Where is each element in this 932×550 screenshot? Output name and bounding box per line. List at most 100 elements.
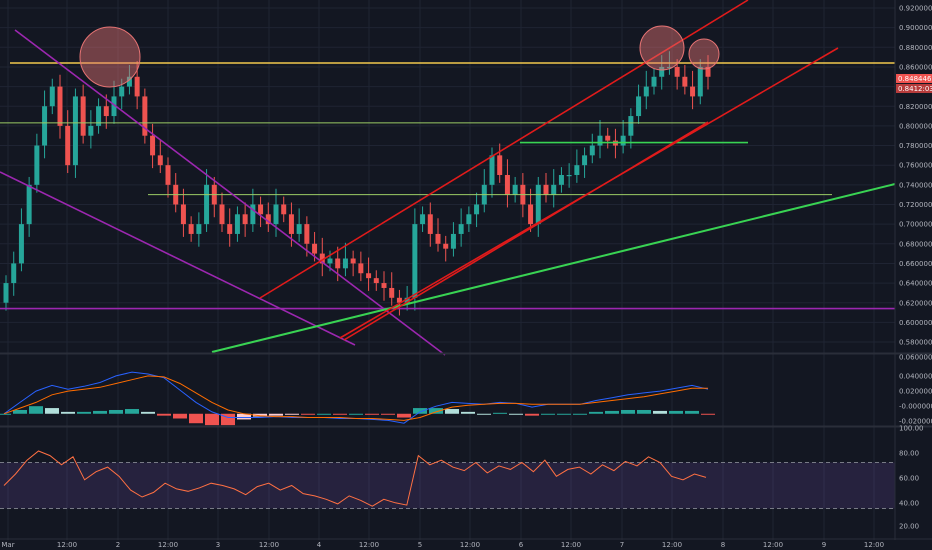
macd-histogram-bar (269, 413, 283, 416)
macd-histogram-bar (237, 413, 251, 420)
macd-histogram-bar (45, 408, 59, 414)
macd-axis-label: -0.00000000 (899, 403, 932, 411)
macd-histogram-bar (61, 411, 75, 414)
candle-body (57, 86, 63, 126)
candle-body (234, 214, 240, 234)
macd-histogram-bar (77, 411, 91, 414)
time-axis-label: 12:00 (662, 541, 682, 549)
red-channel-mid[interactable] (343, 121, 709, 341)
macd-histogram-bar (109, 409, 123, 414)
candle-body (497, 155, 503, 175)
green-trendline[interactable] (211, 183, 896, 353)
time-axis-label: 6 (519, 541, 524, 549)
highlight-circle[interactable] (688, 38, 720, 70)
countdown-tag[interactable] (896, 84, 932, 93)
rsi-axis-label: 80.00 (899, 450, 919, 458)
candle-body (34, 145, 40, 185)
candle-body (358, 263, 364, 274)
macd-histogram-bar (669, 410, 683, 414)
rsi-axis-label: 40.00 (899, 500, 919, 508)
macd-histogram-bar (445, 409, 459, 414)
macd-histogram-bar (0, 413, 11, 415)
time-axis-label: 9 (822, 541, 826, 549)
candle-body (335, 258, 341, 269)
macd-histogram-bar (221, 413, 235, 426)
candle-body (643, 86, 649, 97)
time-axis-label: Mar (1, 541, 14, 549)
drawing-layer[interactable] (0, 0, 896, 356)
time-axis-label: 12:00 (864, 541, 884, 549)
time-axis-label: 12:00 (158, 541, 178, 549)
macd-histogram-bar (701, 413, 715, 415)
candle-body (366, 273, 372, 279)
macd-histogram-bar (301, 413, 315, 415)
red-channel-upper[interactable] (259, 0, 749, 299)
time-axis-label: 12:00 (460, 541, 480, 549)
time-axis[interactable]: Mar 12:00 2 12:00 3 12:00 4 12:00 5 12:00 6 12:00 7 1… (1, 541, 884, 549)
candle-body (319, 253, 325, 264)
candle-body (111, 96, 117, 117)
macd-histogram-bar (253, 413, 267, 417)
candle-body (551, 184, 557, 195)
candle-body (373, 278, 379, 284)
highlight-circle[interactable] (639, 25, 685, 71)
time-axis-label: 12:00 (57, 541, 77, 549)
candle-body (605, 135, 611, 141)
rsi-axis-label: 20.00 (899, 523, 919, 531)
macd-axis-label: 0.02000000 (899, 388, 932, 396)
macd-histogram-bar (157, 413, 171, 416)
macd-histogram-bar (477, 413, 491, 415)
price-axis-label: 0.92000000 (899, 5, 932, 13)
price-axis-label: 0.62000000 (899, 299, 932, 307)
candle-body (504, 174, 510, 195)
price-axis-label: 0.82000000 (899, 103, 932, 111)
macd-histogram-bar (637, 409, 651, 414)
candle-body (11, 263, 17, 284)
purple-upper-trendline[interactable] (14, 29, 446, 356)
candle-body (288, 214, 294, 234)
candle-body (96, 106, 102, 126)
macd-histogram-bar (13, 409, 27, 414)
current-price-value: 0.84844619 (898, 75, 932, 83)
candle-body (651, 76, 657, 87)
price-axis-label: 0.64000000 (899, 280, 932, 288)
time-axis-label: 8 (721, 541, 725, 549)
candle-body (350, 258, 356, 264)
macd-histogram-bar (285, 413, 299, 415)
price-axis-label: 0.68000000 (899, 240, 932, 248)
price-axis-label: 0.86000000 (899, 63, 932, 71)
macd-histogram-bar (621, 409, 635, 414)
candle-body (597, 135, 603, 146)
candle-body (512, 184, 518, 195)
price-axis-label: 0.72000000 (899, 201, 932, 209)
macd-histogram-bar (141, 411, 155, 414)
purple-lower-trendline[interactable] (0, 171, 356, 346)
macd-histogram-bar (589, 411, 603, 414)
time-axis-label: 5 (418, 541, 422, 549)
macd-histogram-bar (541, 413, 555, 415)
candle-body (88, 125, 94, 136)
rsi-axis-label: 100.00 (899, 425, 924, 433)
candle-body (304, 224, 310, 244)
macd-histogram-bar (397, 413, 411, 418)
candle-body (381, 283, 387, 288)
candle-body (489, 155, 495, 185)
current-price-tag[interactable] (896, 74, 932, 83)
macd-histogram-bar (461, 411, 475, 414)
price-axis-label: 0.80000000 (899, 122, 932, 130)
candle-body (227, 224, 233, 234)
candle-body (636, 96, 642, 117)
price-axis-label: 0.90000000 (899, 24, 932, 32)
price-axis[interactable]: 0.92000000 0.90000000 0.88000000 0.86000000… (896, 5, 932, 531)
candle-body (3, 283, 9, 303)
macd-axis-label: 0.04000000 (899, 373, 932, 381)
candle-body (65, 125, 71, 166)
rsi-line (3, 450, 707, 507)
candle-body (119, 86, 125, 97)
signal-line (3, 375, 708, 421)
macd-histogram-bar (189, 413, 203, 424)
highlight-circle[interactable] (79, 26, 141, 88)
countdown-value: 0.8412:03 (898, 85, 932, 93)
